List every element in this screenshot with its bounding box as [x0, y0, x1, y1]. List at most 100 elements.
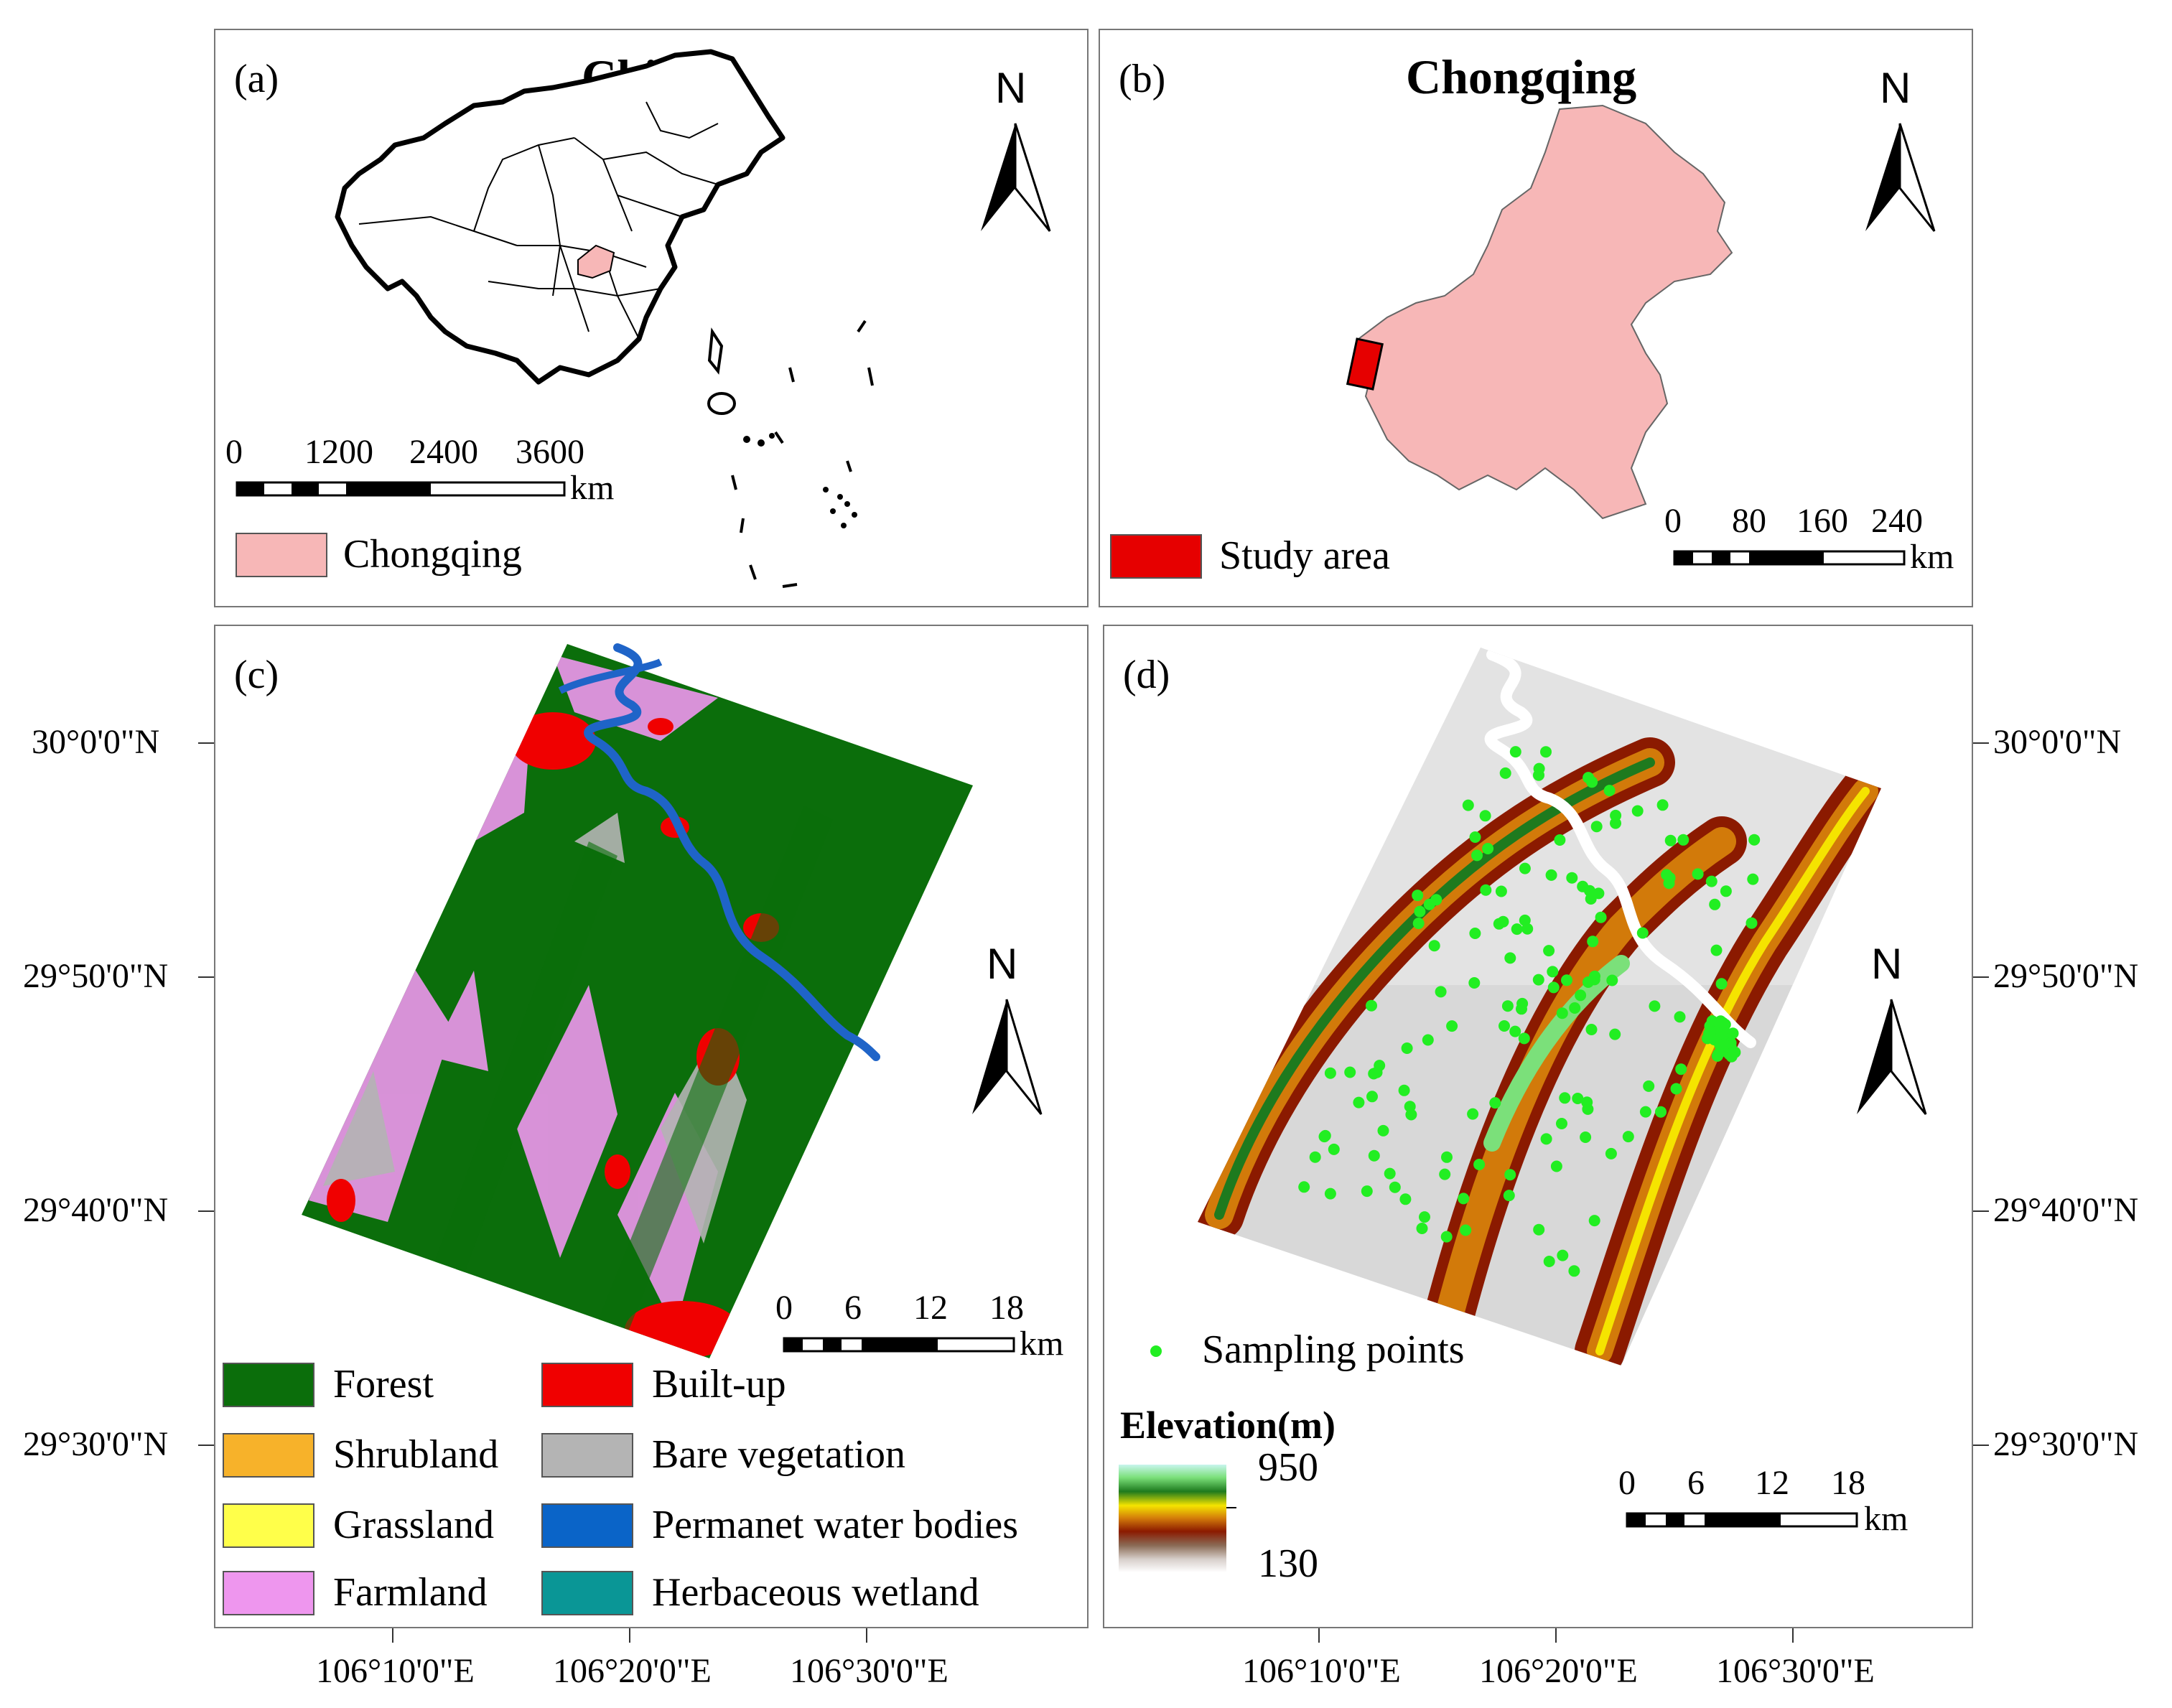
- sampling-point: [1568, 1265, 1580, 1277]
- sampling-point: [1585, 893, 1597, 905]
- river-branch: [558, 658, 663, 694]
- north-arrow-b: [1865, 123, 1936, 232]
- sampling-point: [1469, 928, 1481, 939]
- sampling-point: [1516, 997, 1529, 1009]
- lon-d-106-30: 106°30'0"E: [1716, 1652, 1875, 1690]
- lat-right-29-50: 29°50'0"N: [1993, 957, 2139, 995]
- sampling-point: [1328, 1143, 1340, 1155]
- sampling-point: [1709, 898, 1721, 910]
- sampling-point: [1590, 821, 1603, 833]
- sampling-point: [1581, 1096, 1593, 1109]
- landcover-map: [302, 643, 1043, 1358]
- sampling-point: [1480, 884, 1492, 896]
- sampling-point: [1588, 1215, 1600, 1227]
- river: [584, 643, 880, 1061]
- sampling-point: [1605, 1147, 1617, 1159]
- scale-b-tick-2: 160: [1796, 502, 1848, 540]
- sampling-point: [1674, 1011, 1686, 1023]
- sampling-point: [1670, 1083, 1682, 1095]
- sampling-point: [1439, 1168, 1451, 1180]
- sampling-point: [1586, 776, 1598, 788]
- legend-label-grassland: Grassland: [333, 1503, 494, 1547]
- sampling-point: [1412, 918, 1425, 930]
- lat-left-tick-30-00: [198, 742, 214, 744]
- north-label-d: N: [1871, 940, 1903, 988]
- sampling-point: [1414, 905, 1426, 918]
- sampling-point: [1545, 869, 1557, 881]
- scale-a-unit: km: [570, 469, 615, 507]
- sampling-point: [1366, 1091, 1378, 1103]
- sampling-point: [1622, 1131, 1634, 1143]
- study-area-box: [1346, 337, 1384, 391]
- sampling-point: [1649, 1000, 1661, 1012]
- sampling-point: [1580, 1131, 1592, 1143]
- panel-c: (c): [214, 625, 1089, 1628]
- sampling-point: [1706, 1015, 1718, 1027]
- sampling-point: [1428, 940, 1440, 952]
- elevation-title: Elevation(m): [1120, 1404, 1336, 1447]
- legend-label-shrubland: Shrubland: [333, 1432, 499, 1477]
- sampling-point: [1533, 1223, 1545, 1236]
- scale-c-tick-1: 6: [844, 1289, 862, 1327]
- lat-left-tick-29-30: [198, 1445, 214, 1446]
- elevation-min: 130: [1258, 1541, 1318, 1586]
- china-map: [236, 49, 1051, 588]
- lon-d-106-20: 106°20'0"E: [1479, 1652, 1638, 1690]
- sampling-point: [1609, 1028, 1621, 1040]
- hainan: [707, 392, 736, 415]
- taiwan: [707, 327, 724, 375]
- chongqing-highlight: [577, 244, 615, 279]
- sampling-point: [1705, 875, 1717, 887]
- scale-b-tick-1: 80: [1732, 502, 1766, 540]
- sampling-point: [1419, 1211, 1430, 1223]
- lat-left-29-50: 29°50'0"N: [23, 957, 169, 995]
- sampling-point: [1554, 834, 1566, 846]
- sampling-point: [1540, 1133, 1552, 1145]
- sampling-point: [1663, 877, 1675, 890]
- sampling-point: [1441, 1151, 1453, 1163]
- lat-left-tick-29-50: [198, 976, 214, 978]
- legend-swatch-farmland: [223, 1571, 314, 1615]
- sampling-point: [1719, 1019, 1731, 1030]
- sampling-point: [1639, 1106, 1651, 1118]
- sampling-point: [1366, 999, 1377, 1012]
- sampling-point: [1460, 1224, 1472, 1236]
- sampling-point: [1399, 1193, 1412, 1205]
- sampling-point: [1715, 978, 1728, 990]
- sampling-point: [1711, 1050, 1723, 1062]
- sampling-point: [1497, 915, 1509, 928]
- scale-a-tick-2: 2400: [409, 433, 478, 471]
- sampling-point: [1557, 1249, 1569, 1261]
- sampling-point: [1309, 1151, 1321, 1163]
- sampling-point: [1655, 1106, 1667, 1118]
- legend-label-study-area: Study area: [1219, 533, 1390, 578]
- lon-d-tick-20: [1555, 1628, 1557, 1643]
- legend-swatch-shrubland: [223, 1433, 314, 1478]
- legend-label-farmland: Farmland: [333, 1570, 488, 1615]
- lat-left-tick-29-40: [198, 1210, 214, 1212]
- sampling-point: [1374, 1060, 1386, 1072]
- legend-swatch-chongqing: [236, 533, 327, 577]
- scale-bar-c: [783, 1337, 1015, 1353]
- sampling-point: [1606, 974, 1618, 986]
- sampling-point: [1446, 1020, 1458, 1032]
- lat-left-29-30: 29°30'0"N: [23, 1425, 169, 1463]
- sampling-point: [1501, 1000, 1514, 1012]
- sampling-point: [1550, 1160, 1562, 1172]
- province-boundaries: [358, 101, 719, 340]
- scale-d-tick-1: 6: [1687, 1464, 1705, 1502]
- sampling-point: [1401, 1042, 1413, 1054]
- north-arrow-d: [1857, 999, 1927, 1115]
- scale-bar-d: [1626, 1512, 1858, 1528]
- lat-right-tick-29-40: [1973, 1210, 1989, 1212]
- sampling-point: [1511, 923, 1523, 935]
- sampling-point: [1540, 746, 1552, 758]
- sampling-point: [1533, 762, 1545, 775]
- sampling-point: [1467, 1108, 1479, 1120]
- lon-d-106-10: 106°10'0"E: [1242, 1652, 1401, 1690]
- legend-swatch-forest: [223, 1363, 314, 1407]
- sampling-point: [1509, 1025, 1521, 1037]
- legend-label-water-bodies: Permanet water bodies: [652, 1503, 1019, 1547]
- sampling-point: [1714, 1039, 1726, 1051]
- legend-swatch-built-up: [541, 1363, 633, 1407]
